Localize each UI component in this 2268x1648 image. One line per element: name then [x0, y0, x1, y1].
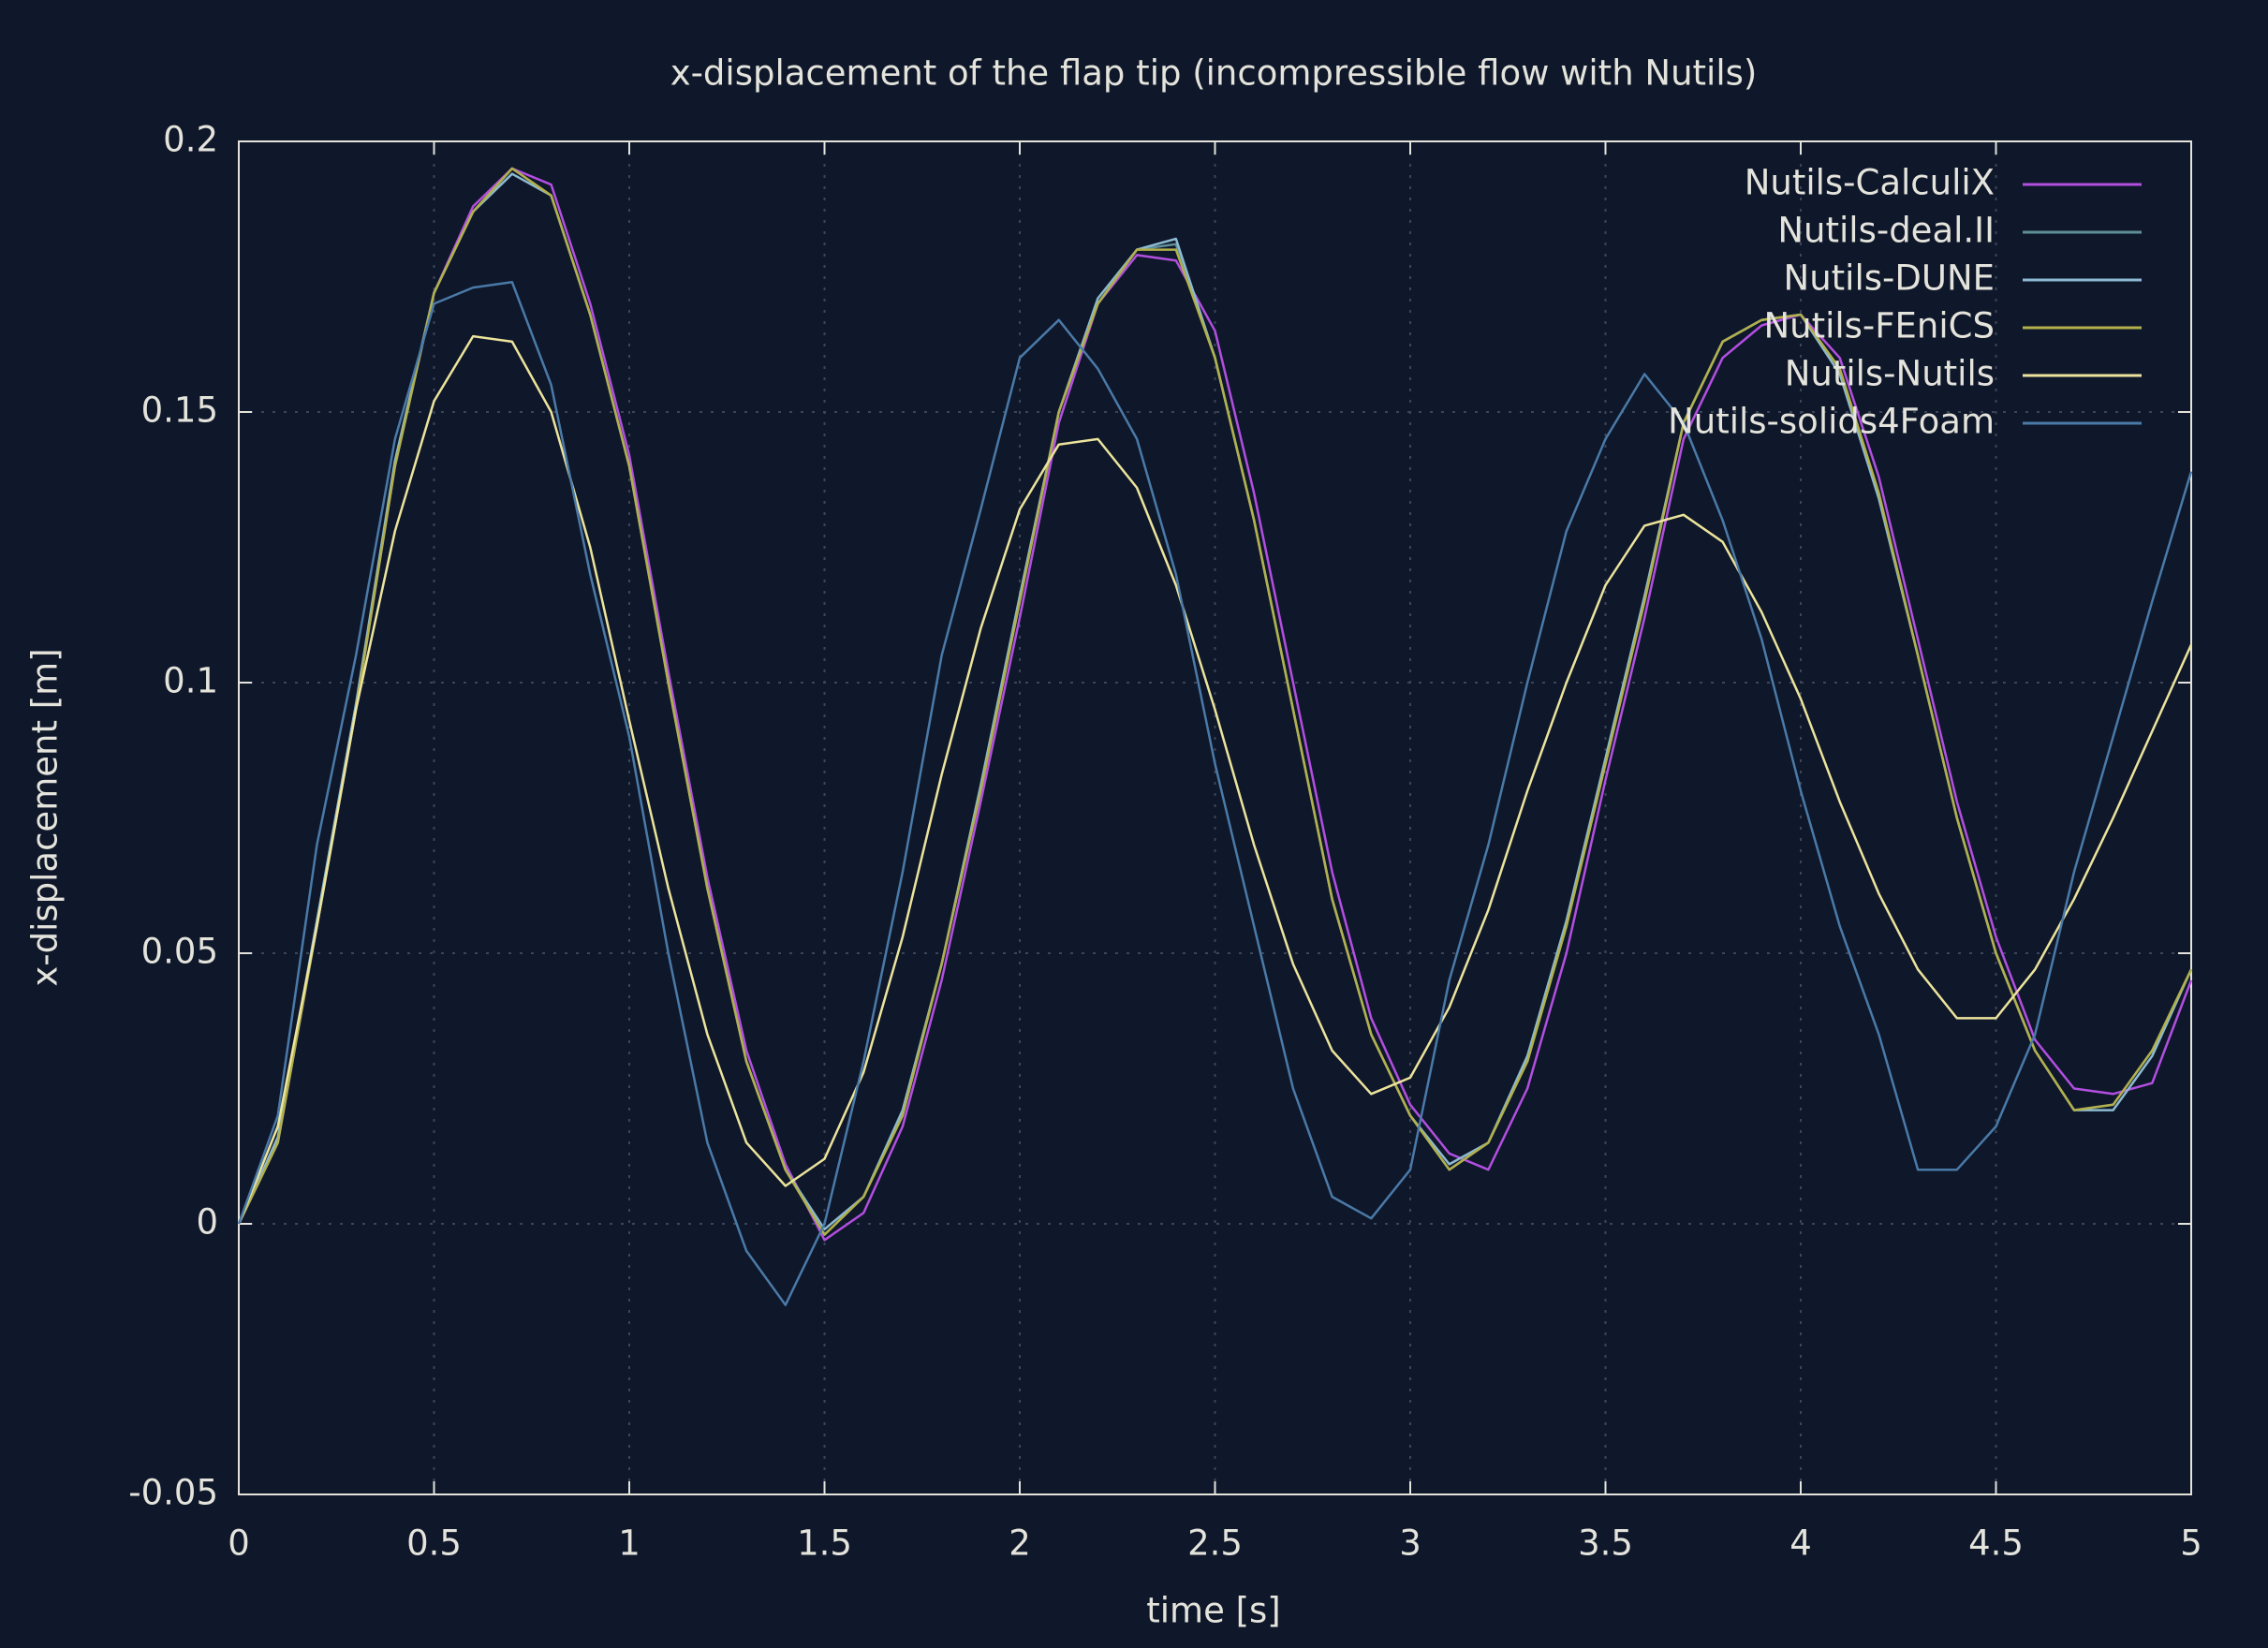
- x-tick-label: 0.5: [406, 1523, 462, 1564]
- x-tick-label: 0: [228, 1523, 250, 1564]
- x-tick-label: 2.5: [1187, 1523, 1243, 1564]
- x-tick-label: 1: [618, 1523, 641, 1564]
- y-tick-label: 0.1: [163, 661, 218, 701]
- x-tick-label: 3.5: [1578, 1523, 1633, 1564]
- x-tick-label: 4.5: [1968, 1523, 2024, 1564]
- legend-label: Nutils-DUNE: [1784, 258, 1995, 299]
- legend-label: Nutils-FEniCS: [1763, 306, 1995, 346]
- legend-label: Nutils-deal.II: [1777, 211, 1995, 251]
- legend-label: Nutils-CalculiX: [1745, 163, 1995, 203]
- y-tick-label: 0.05: [141, 932, 218, 972]
- y-tick-label: 0: [196, 1202, 218, 1243]
- x-axis-label: time [s]: [1146, 1591, 1281, 1631]
- line-series: [237, 167, 2193, 1236]
- y-tick-label: -0.05: [128, 1473, 218, 1513]
- line-series: [237, 334, 2193, 1225]
- chart-title: x-displacement of the flap tip (incompre…: [670, 53, 1758, 94]
- y-tick-label: 0.2: [163, 120, 218, 160]
- plot-frame: [238, 140, 2192, 1495]
- line-series: [237, 167, 2193, 1242]
- y-tick-label: 0.15: [141, 390, 218, 431]
- x-tick-label: 3: [1399, 1523, 1421, 1564]
- line-series: [237, 281, 2193, 1306]
- legend-label: Nutils-Nutils: [1785, 354, 1995, 394]
- x-tick-label: 4: [1789, 1523, 1812, 1564]
- x-tick-label: 1.5: [797, 1523, 852, 1564]
- x-tick-label: 5: [2180, 1523, 2202, 1564]
- y-axis-label: x-displacement [m]: [25, 648, 66, 986]
- legend-label: Nutils-solids4Foam: [1668, 402, 1995, 442]
- x-tick-label: 2: [1009, 1523, 1031, 1564]
